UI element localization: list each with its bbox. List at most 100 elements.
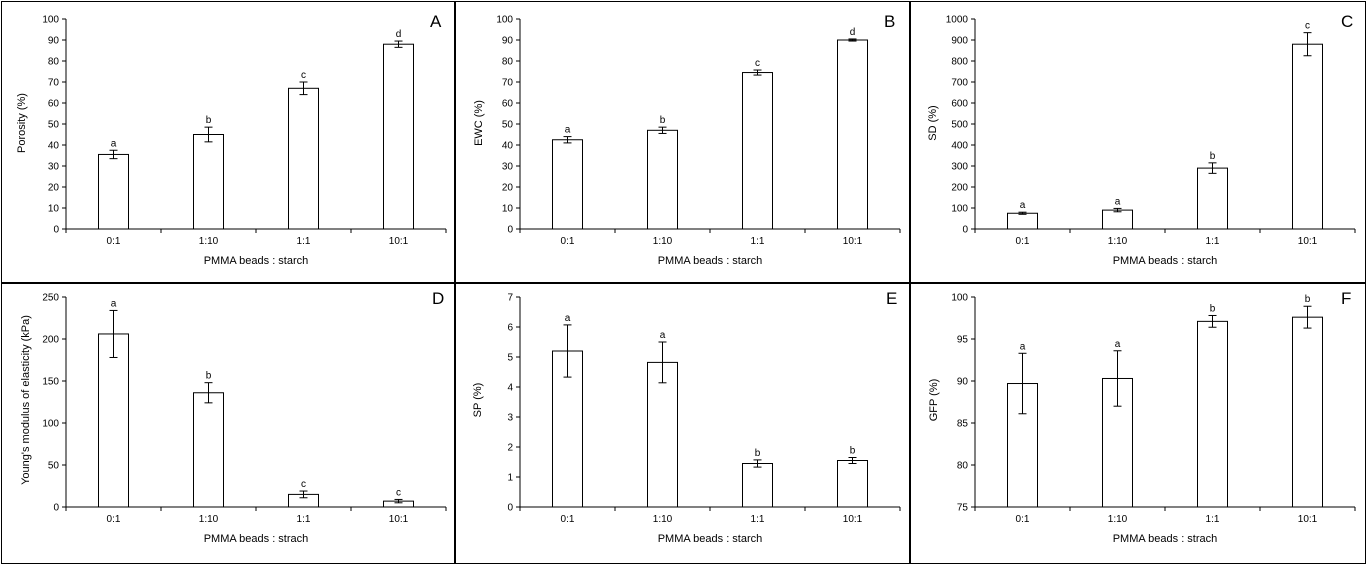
panel-letter: E [886,289,898,308]
y-tick-label: 80 [502,57,514,68]
x-axis-label: PMMA beads : starch [657,255,763,267]
y-tick-label: 40 [502,141,514,152]
significance-letter: d [396,29,402,40]
x-tick-label: 1:1 [297,236,311,247]
y-tick-label: 20 [48,183,60,194]
x-tick-label: 1:1 [751,236,765,247]
y-tick-label: 10 [48,204,60,215]
x-tick-label: 0:1 [1016,514,1030,525]
y-tick-label: 70 [48,78,60,89]
y-tick-label: 50 [48,120,60,131]
y-tick-label: 85 [957,419,969,430]
x-tick-label: 1:10 [1108,236,1128,247]
x-tick-label: 10:1 [843,514,863,525]
panel-letter: B [884,12,896,31]
x-tick-label: 0:1 [107,236,121,247]
bar [288,87,319,230]
significance-letter: a [1020,200,1026,211]
bar [193,134,224,230]
significance-letter: a [1115,196,1121,207]
significance-letter: b [850,446,856,457]
y-tick-label: 0 [507,225,513,236]
y-tick-label: 40 [48,141,60,152]
bar [98,153,129,230]
y-tick-label: 30 [48,162,60,173]
panel-letter: F [1341,289,1352,308]
significance-letter: c [396,487,401,498]
y-tick-label: 200 [951,183,968,194]
plot-area: 0 10 20 30 40 50 60 70 80 90 100 a 0:1 b 1:10 c 1:1 d 10:1 [42,15,447,247]
x-tick-label: 0:1 [561,236,575,247]
bar [647,129,678,230]
y-tick-label: 90 [502,36,514,47]
significance-letter: a [1115,339,1121,350]
bar [742,72,773,230]
y-tick-label: 95 [957,335,969,346]
y-tick-label: 75 [957,503,969,514]
x-tick-label: 1:10 [653,514,673,525]
significance-letter: c [1305,21,1310,32]
x-tick-label: 1:1 [297,514,311,525]
y-axis-label: GFP (%) [928,378,940,422]
y-tick-label: 0 [53,503,59,514]
x-axis-label: PMMA beads : strach [203,533,309,545]
y-tick-label: 3 [507,413,513,424]
x-tick-label: 0:1 [561,514,575,525]
y-tick-label: 900 [951,36,968,47]
y-tick-label: 0 [507,503,513,514]
plot-area: 0 50 100 150 200 250 a 0:1 b 1:10 c 1:1 c 10:1 [42,293,447,525]
y-tick-label: 90 [48,36,60,47]
significance-letter: a [565,125,571,136]
significance-letter: b [206,371,212,382]
significance-letter: a [1020,341,1026,352]
panel-letter: C [1341,12,1354,31]
bar [1197,320,1228,508]
y-axis-label: Porosity (%) [16,93,28,153]
x-axis-label: PMMA beads : starch [1112,255,1218,267]
x-tick-label: 10:1 [843,236,863,247]
bar [383,43,414,230]
y-tick-label: 0 [53,225,59,236]
y-tick-label: 20 [502,183,514,194]
y-tick-label: 6 [507,323,513,334]
y-tick-label: 80 [48,57,60,68]
chart-panel-b: 0 10 20 30 40 50 60 70 80 90 100 a 0:1 b 1:10 c 1:1 d 10:1… [455,1,910,283]
x-axis-label: PMMA beads : strach [1112,533,1218,545]
bar [837,39,868,230]
bar [1007,212,1038,230]
y-axis-label: SP (%) [472,382,484,418]
y-tick-label: 60 [48,99,60,110]
y-tick-label: 200 [42,335,59,346]
x-tick-label: 10:1 [1298,236,1318,247]
y-tick-label: 300 [951,162,968,173]
x-tick-label: 1:10 [653,236,673,247]
significance-letter: a [660,330,666,341]
significance-letter: a [111,138,117,149]
x-tick-label: 1:10 [1108,514,1128,525]
plot-area: 0 1 2 3 4 5 6 7 a 0:1 a 1:10 b 1:1 b 10:1 [507,293,901,525]
bar [193,392,224,508]
y-tick-label: 5 [507,353,513,364]
x-tick-label: 10:1 [389,514,409,525]
chart-panel-d: 0 50 100 150 200 250 a 0:1 b 1:10 c 1:1 c 10:1 D PMMA… [1,283,455,564]
chart-panel-c: 0 100 200 300 400 500 600 700 800 900 1000 a 0:1 a 1:1… [910,1,1366,283]
bar [647,361,678,508]
y-axis-label: Young's modulus of elasticity (kPa) [20,315,32,485]
plot-area: 0 100 200 300 400 500 600 700 800 900 1000 a 0:1 a 1:1… [946,15,1356,247]
significance-letter: b [1210,151,1216,162]
y-tick-label: 50 [48,461,60,472]
x-tick-label: 1:10 [199,236,219,247]
y-tick-label: 80 [957,461,969,472]
y-tick-label: 600 [951,99,968,110]
y-tick-label: 500 [951,120,968,131]
y-axis-label: EWC (%) [473,100,485,146]
y-tick-label: 100 [951,293,968,304]
y-tick-label: 250 [42,293,59,304]
y-tick-label: 700 [951,78,968,89]
y-tick-label: 400 [951,141,968,152]
x-tick-label: 1:1 [1206,236,1220,247]
panel-letter: D [432,289,445,308]
x-tick-label: 1:1 [751,514,765,525]
y-tick-label: 100 [42,15,59,26]
